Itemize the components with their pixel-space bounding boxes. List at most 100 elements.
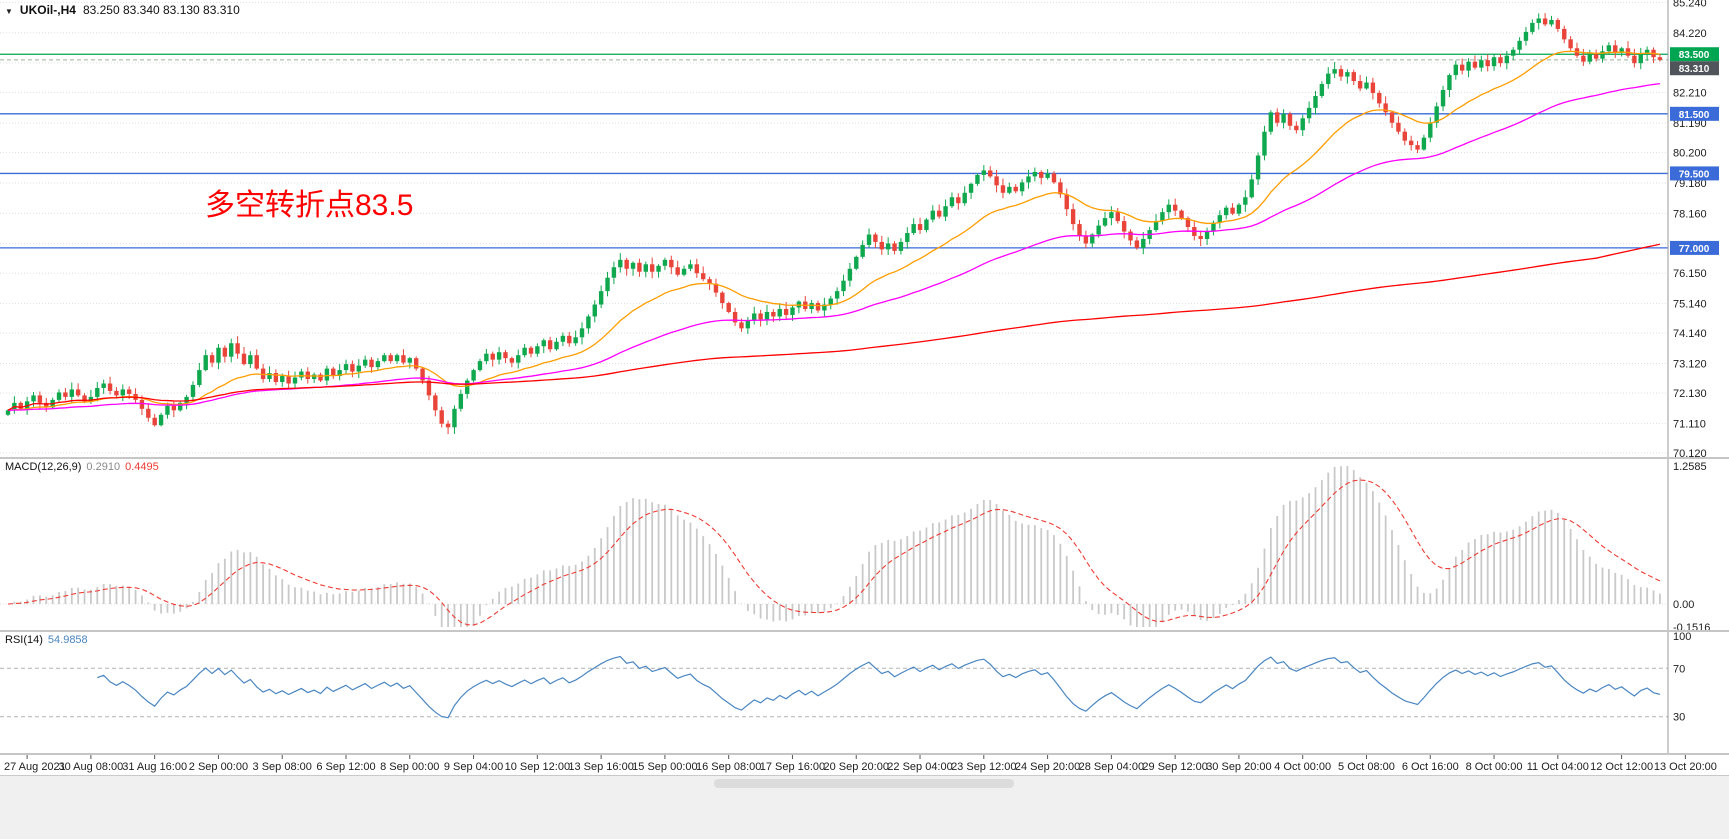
- bull-candle: [1102, 218, 1108, 226]
- bull-candle: [579, 328, 585, 338]
- bear-candle: [771, 311, 776, 317]
- bear-candle: [758, 313, 763, 320]
- bull-candle: [465, 380, 470, 394]
- bull-candle: [101, 383, 106, 388]
- bull-candle: [229, 343, 234, 357]
- bull-candle: [1440, 89, 1446, 107]
- level-price-badge-text: 81.500: [1679, 110, 1710, 121]
- candlestick-chart[interactable]: 85.240 84.220 82.210 81.190 80.200 79.180 78.1…: [0, 0, 1729, 457]
- bear-candle: [273, 373, 279, 382]
- symbol-dropdown-icon[interactable]: ▼: [5, 7, 13, 16]
- bear-candle: [707, 279, 712, 284]
- rsi-label: RSI(14) 54.9858: [5, 634, 93, 646]
- rsi-panel[interactable]: 100 70 30 RSI(14) 54.9858: [0, 632, 1729, 753]
- price-axis-label: 78.160: [1673, 208, 1707, 220]
- bear-candle: [1396, 122, 1401, 132]
- bear-candle: [1198, 235, 1203, 239]
- bull-candle: [522, 347, 527, 356]
- bull-candle: [822, 304, 827, 311]
- price-axis-label: 84.220: [1673, 28, 1707, 40]
- bull-candle: [1204, 231, 1210, 239]
- bear-candle: [305, 371, 310, 380]
- bull-candle: [598, 291, 604, 305]
- macd-axis-label: -0.1516: [1673, 622, 1710, 630]
- macd-label: MACD(12,26,9) 0.2910 0.4495: [5, 461, 164, 473]
- moving-average-mid: [7, 82, 1660, 411]
- price-axis-label: 70.120: [1673, 448, 1707, 457]
- time-label: 11 Oct 04:00: [1527, 761, 1589, 773]
- chart-annotation[interactable]: 多空转折点83.5: [205, 189, 414, 222]
- bear-candle: [1230, 207, 1235, 214]
- scrollbar-thumb[interactable]: [714, 779, 1014, 788]
- bull-candle: [1211, 222, 1216, 232]
- bull-candle: [834, 291, 840, 299]
- bull-candle: [860, 244, 865, 257]
- bull-candle: [1587, 54, 1592, 62]
- bull-candle: [1096, 225, 1101, 235]
- time-label: 28 Sep 04:00: [1079, 761, 1144, 773]
- price-axis-label: 85.240: [1673, 0, 1707, 9]
- rsi-chart[interactable]: 100 70 30: [0, 632, 1729, 753]
- time-label: 15 Sep 00:00: [632, 761, 697, 773]
- bull-candle: [1007, 186, 1012, 193]
- time-label: 22 Sep 04:00: [887, 761, 952, 773]
- bull-candle: [1517, 40, 1522, 50]
- bull-candle: [158, 414, 164, 426]
- bull-candle: [1313, 95, 1318, 108]
- panel-divider[interactable]: [0, 630, 1729, 632]
- price-chart-panel[interactable]: 85.240 84.220 82.210 81.190 80.200 79.180 78.1…: [0, 0, 1729, 457]
- bear-candle: [1402, 131, 1407, 141]
- bear-candle: [18, 402, 23, 409]
- bull-candle: [1268, 112, 1274, 132]
- bear-candle: [1064, 194, 1069, 210]
- bull-candle: [752, 313, 757, 321]
- bear-candle: [1000, 185, 1006, 193]
- bear-candle: [1039, 171, 1044, 178]
- macd-panel[interactable]: 1.2585 0.00 -0.1516 MACD(12,26,9) 0.2910 0.4…: [0, 459, 1729, 630]
- time-label: 13 Sep 16:00: [568, 761, 633, 773]
- bear-candle: [241, 353, 247, 365]
- time-label: 6 Sep 12:00: [316, 761, 375, 773]
- panel-divider[interactable]: [0, 457, 1729, 459]
- bottom-scrollbar-track[interactable]: [0, 775, 1729, 839]
- bear-candle: [1179, 210, 1184, 219]
- time-label: 23 Sep 12:00: [951, 761, 1016, 773]
- bull-candle: [1345, 72, 1350, 77]
- bull-candle: [981, 170, 987, 175]
- bull-candle: [1249, 179, 1254, 198]
- bull-candle: [1223, 207, 1229, 216]
- time-label: 4 Oct 00:00: [1274, 761, 1331, 773]
- rsi-axis-label: 30: [1673, 712, 1685, 724]
- bull-candle: [1243, 197, 1248, 205]
- bear-candle: [490, 353, 495, 360]
- bull-candle: [382, 355, 387, 362]
- bull-candle: [337, 370, 342, 377]
- bull-candle: [1600, 51, 1605, 59]
- bear-candle: [917, 224, 923, 231]
- bull-candle: [949, 197, 955, 207]
- moving-average-slow: [7, 243, 1661, 411]
- panel-divider[interactable]: [0, 753, 1729, 755]
- bull-candle: [1153, 221, 1159, 231]
- bull-candle: [95, 387, 100, 397]
- bear-candle: [1568, 39, 1573, 49]
- bull-candle: [1166, 204, 1171, 213]
- bull-candle: [5, 410, 11, 415]
- macd-histogram: [13, 466, 1661, 627]
- bear-candle: [1542, 18, 1548, 25]
- bull-candle: [394, 355, 400, 362]
- time-label: 8 Sep 00:00: [380, 761, 439, 773]
- macd-name: MACD(12,26,9): [5, 461, 82, 473]
- bear-candle: [739, 322, 744, 329]
- bull-candle: [905, 233, 910, 242]
- bull-candle: [452, 408, 457, 428]
- time-label: 16 Sep 08:00: [696, 761, 761, 773]
- bear-candle: [1657, 57, 1663, 60]
- bull-candle: [311, 374, 317, 380]
- bull-candle: [267, 373, 272, 380]
- time-axis[interactable]: 27 Aug 2021 30 Aug 08:00 31 Aug 16:00 2 Sep…: [0, 755, 1729, 775]
- macd-chart[interactable]: 1.2585 0.00 -0.1516: [0, 459, 1729, 630]
- price-axis-label: 81.190: [1673, 118, 1707, 130]
